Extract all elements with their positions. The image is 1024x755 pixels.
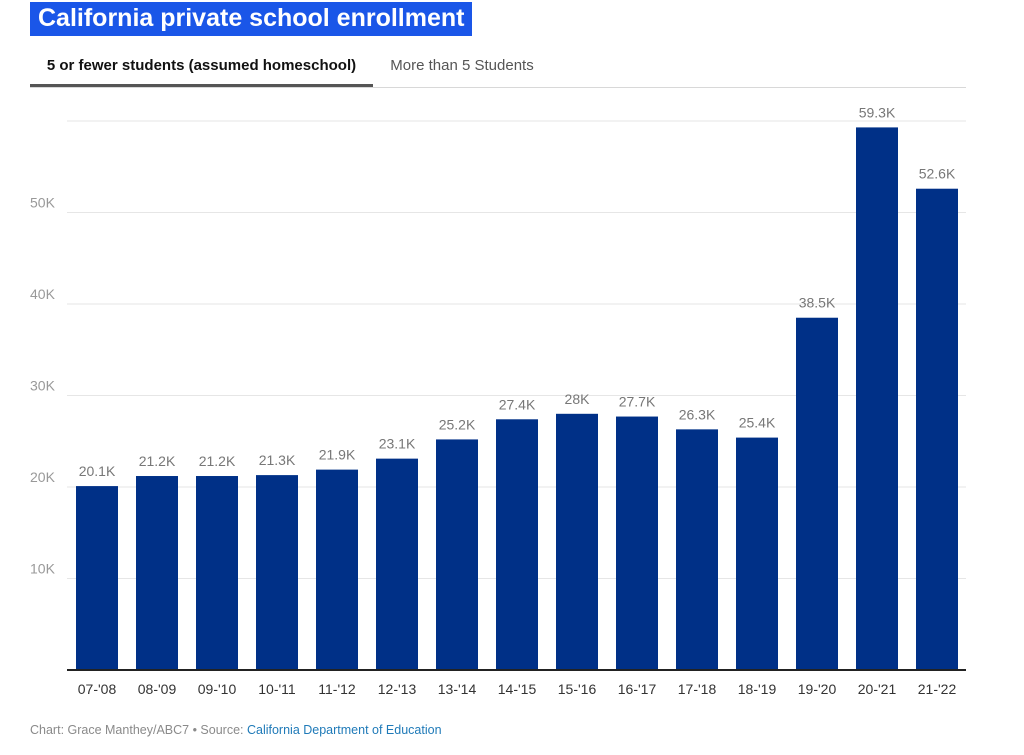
x-tick-label: 09-'10 <box>198 681 237 697</box>
data-label: 25.4K <box>739 415 776 431</box>
data-label: 59.3K <box>859 104 896 120</box>
bar[interactable] <box>616 416 658 670</box>
bar[interactable] <box>676 429 718 670</box>
x-tick-label: 21-'22 <box>918 681 957 697</box>
bar[interactable] <box>196 476 238 670</box>
bar-chart: 10K 20K 30K 40K 50K 20.1K 07-'08 21.2K 08-'09 21.… <box>30 104 966 697</box>
data-label: 27.4K <box>499 396 536 412</box>
y-tick-label: 10K <box>30 561 56 577</box>
x-tick-label: 13-'14 <box>438 681 477 697</box>
x-tick-label: 16-'17 <box>618 681 657 697</box>
source-link[interactable]: California Department of Education <box>246 723 442 737</box>
chart-footer: Chart: Grace Manthey/ABC7 • Source: Cali… <box>30 723 442 737</box>
bar[interactable] <box>436 439 478 670</box>
y-tick-label: 30K <box>30 378 56 394</box>
y-tick-label: 40K <box>30 286 56 302</box>
bar[interactable] <box>796 317 838 670</box>
data-label: 21.9K <box>319 447 356 463</box>
credit-text: Chart: Grace Manthey/ABC7 • Source: <box>30 723 247 737</box>
bar[interactable] <box>496 419 538 670</box>
data-label: 28K <box>565 391 591 407</box>
x-tick-label: 17-'18 <box>678 681 717 697</box>
x-tick-label: 15-'16 <box>558 681 597 697</box>
y-tick-label: 20K <box>30 469 56 485</box>
data-label: 25.2K <box>439 416 476 432</box>
y-tick-label: 50K <box>30 195 56 211</box>
data-label: 23.1K <box>379 436 416 452</box>
title-block: California private school enrollment <box>30 2 473 36</box>
data-label: 21.3K <box>259 452 296 468</box>
data-label: 20.1K <box>79 463 116 479</box>
tab-more-than-5[interactable]: More than 5 Students <box>390 57 534 74</box>
data-label: 27.7K <box>619 394 656 410</box>
x-tick-label: 08-'09 <box>138 681 177 697</box>
x-tick-label: 20-'21 <box>858 681 897 697</box>
x-tick-label: 19-'20 <box>798 681 837 697</box>
bar[interactable] <box>736 437 778 670</box>
bar[interactable] <box>136 476 178 670</box>
x-tick-label: 10-'11 <box>258 681 296 697</box>
tab-bar: 5 or fewer students (assumed homeschool)… <box>30 46 966 88</box>
x-tick-label: 14-'15 <box>498 681 537 697</box>
x-tick-label: 11-'12 <box>318 681 356 697</box>
x-tick-label: 07-'08 <box>78 681 117 697</box>
bar[interactable] <box>76 486 118 670</box>
data-label: 52.6K <box>919 166 956 182</box>
chart-title: California private school enrollment <box>30 2 473 36</box>
x-tick-label: 12-'13 <box>378 681 417 697</box>
bar[interactable] <box>256 475 298 670</box>
bar[interactable] <box>556 413 598 670</box>
bar[interactable] <box>856 127 898 670</box>
bar[interactable] <box>376 458 418 670</box>
data-label: 21.2K <box>139 453 176 469</box>
data-label: 38.5K <box>799 295 836 311</box>
data-label: 26.3K <box>679 406 716 422</box>
bar[interactable] <box>316 469 358 670</box>
x-tick-label: 18-'19 <box>738 681 777 697</box>
data-label: 21.2K <box>199 453 236 469</box>
bar[interactable] <box>916 188 958 670</box>
tab-homeschool[interactable]: 5 or fewer students (assumed homeschool) <box>30 46 373 87</box>
